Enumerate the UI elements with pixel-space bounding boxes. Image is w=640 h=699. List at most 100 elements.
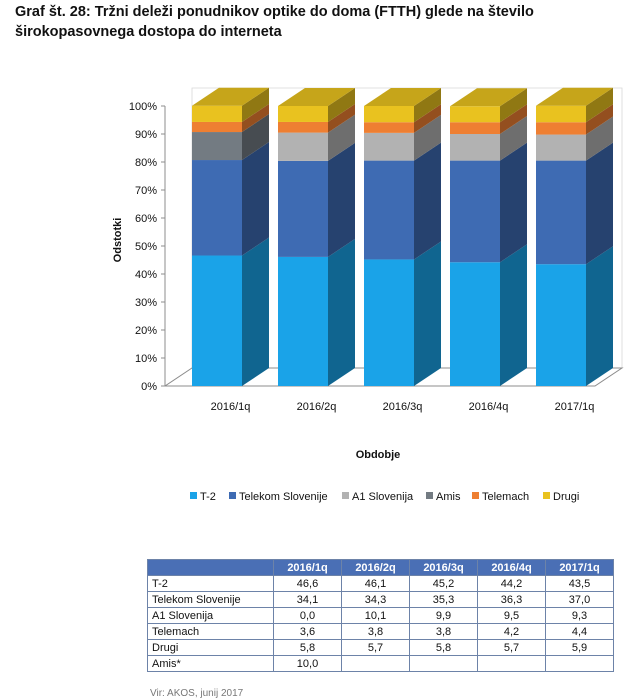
y-tick-label: 80% xyxy=(135,157,157,169)
x-tick-label: 2016/2q xyxy=(297,401,337,413)
chart-bars xyxy=(192,87,613,386)
bar-segment xyxy=(192,255,242,386)
table-row: Telemach 3,6 3,8 3,8 4,2 4,4 xyxy=(147,623,614,640)
y-tick-label: 10% xyxy=(135,353,157,365)
bar-segment-side xyxy=(414,114,441,161)
table-cell: 5,7 xyxy=(477,639,546,656)
table-cell: 37,0 xyxy=(545,591,614,608)
table-cell: 3,8 xyxy=(341,623,410,640)
bar-segment-side xyxy=(242,142,269,256)
chart-title-line-1: Graf št. 28: Tržni deleži ponudnikov opt… xyxy=(15,4,534,20)
bar-segment xyxy=(364,122,414,133)
x-axis: 2016/1q 2016/2q 2016/3q 2016/4q 2017/1q xyxy=(211,401,595,413)
table-cell: 4,4 xyxy=(545,623,614,640)
legend-swatch xyxy=(342,492,349,499)
bar-segment xyxy=(450,160,500,263)
table-cell: 5,7 xyxy=(341,639,410,656)
bar-segment xyxy=(450,106,500,123)
stacked-bar-chart: 0% 10% 20% 30% 40% 50% 60% 70% 80% 90% 100% 2016/1… xyxy=(112,87,624,503)
legend-swatch xyxy=(229,492,236,499)
y-tick-label: 60% xyxy=(135,213,157,225)
table-cell: 5,9 xyxy=(545,639,614,656)
table-cell xyxy=(477,655,546,672)
table-cell: 5,8 xyxy=(273,639,342,656)
bar-segment-side xyxy=(586,116,613,161)
table-row-label: T-2 xyxy=(147,575,274,592)
table-cell: 35,3 xyxy=(409,591,478,608)
table-cell: 10,0 xyxy=(273,655,342,672)
bar-segment-top xyxy=(192,87,269,106)
table-cell xyxy=(341,655,410,672)
bar-segment-side xyxy=(414,142,441,260)
bar-segment-side xyxy=(586,142,613,265)
bar-segment-side xyxy=(500,244,527,386)
chart-title-line-2: širokopasovnega dostopa do interneta xyxy=(15,24,282,40)
bar-segment xyxy=(536,134,586,161)
table-cell: 46,6 xyxy=(273,575,342,592)
bar-segment-top xyxy=(364,88,441,106)
bar-segment-side xyxy=(242,103,269,133)
table-header-2016-3q: 2016/3q xyxy=(409,559,478,576)
bar-segment xyxy=(278,132,328,161)
table-cell: 45,2 xyxy=(409,575,478,592)
table-row: Telekom Slovenije 34,1 34,3 35,3 36,3 37… xyxy=(147,591,614,608)
bar-segment-side xyxy=(242,87,269,122)
data-table: 2016/1q 2016/2q 2016/3q 2016/4q 2017/1q … xyxy=(147,559,614,672)
chart-legend: T-2 Telekom Slovenije A1 Slovenija Amis Tele… xyxy=(190,491,579,503)
bar-segment-side xyxy=(242,114,269,161)
table-row-label: A1 Slovenija xyxy=(147,607,274,624)
bar-segment-side xyxy=(500,104,527,134)
table-header-2016-2q: 2016/2q xyxy=(341,559,410,576)
bar-segment xyxy=(192,132,242,161)
bar-segment-top xyxy=(450,88,527,107)
table-cell: 43,5 xyxy=(545,575,614,592)
bar-segment xyxy=(364,106,414,123)
table-cell: 36,3 xyxy=(477,591,546,608)
bar-segment xyxy=(278,160,328,257)
bar-segment-top xyxy=(278,88,355,106)
x-tick-label: 2016/1q xyxy=(211,401,251,413)
bar-segment xyxy=(536,105,586,123)
bar-segment xyxy=(278,121,328,133)
bar-segment-side xyxy=(328,114,355,161)
table-cell: 34,1 xyxy=(273,591,342,608)
bar-segment-side xyxy=(328,238,355,386)
bar-stack xyxy=(450,88,527,386)
table-cell: 0,0 xyxy=(273,607,342,624)
table-cell: 46,1 xyxy=(341,575,410,592)
legend-label: Telemach xyxy=(482,491,529,503)
bar-segment-side xyxy=(242,237,269,386)
table-cell: 5,8 xyxy=(409,639,478,656)
bar-segment xyxy=(364,160,414,260)
bar-segment-side xyxy=(328,88,355,122)
table-cell: 3,8 xyxy=(409,623,478,640)
table-row-label: Telekom Slovenije xyxy=(147,591,274,608)
bar-segment xyxy=(536,122,586,135)
table-cell: 9,5 xyxy=(477,607,546,624)
table-row-label: Telemach xyxy=(147,623,274,640)
bar-segment-side xyxy=(328,103,355,133)
y-axis: 0% 10% 20% 30% 40% 50% 60% 70% 80% 90% 100% xyxy=(129,101,166,393)
bar-stack xyxy=(536,87,613,386)
bar-segment-side xyxy=(414,104,441,133)
bar-segment-top xyxy=(536,87,613,106)
legend-swatch xyxy=(426,492,433,499)
bar-segment xyxy=(364,259,414,386)
bar-segment-side xyxy=(586,87,613,123)
y-tick-label: 40% xyxy=(135,269,157,281)
table-cell: 3,6 xyxy=(273,623,342,640)
y-tick-label: 70% xyxy=(135,185,157,197)
bar-segment-side xyxy=(586,104,613,135)
x-tick-label: 2016/3q xyxy=(383,401,423,413)
chart-title: Graf št. 28: Tržni deleži ponudnikov opt… xyxy=(15,2,640,42)
legend-label: T-2 xyxy=(200,491,216,503)
bar-segment-side xyxy=(328,142,355,257)
table-header-row: 2016/1q 2016/2q 2016/3q 2016/4q 2017/1q xyxy=(147,559,614,576)
legend-label: Telekom Slovenije xyxy=(239,491,328,503)
bar-stack xyxy=(192,87,269,386)
table-cell: 44,2 xyxy=(477,575,546,592)
y-tick-label: 0% xyxy=(141,381,157,393)
bar-segment xyxy=(192,105,242,122)
bar-segment xyxy=(278,256,328,386)
x-axis-title: Obdobje xyxy=(356,449,401,461)
